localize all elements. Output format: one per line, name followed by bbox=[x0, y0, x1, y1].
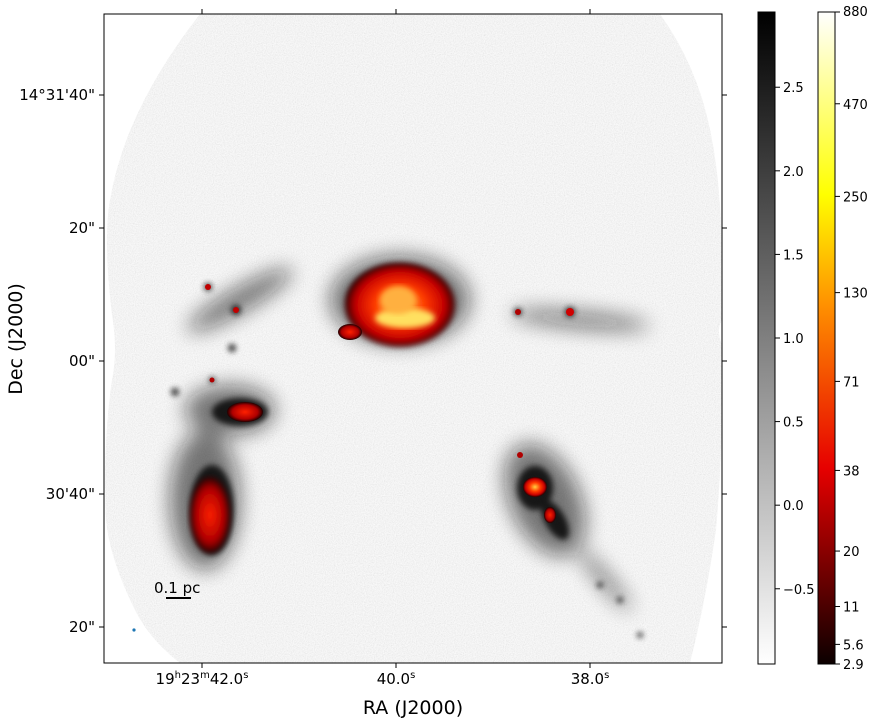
hot-colorbar-tick-label: 38 bbox=[843, 464, 860, 479]
gray-colorbar-tick-label: 2.0 bbox=[783, 165, 804, 180]
x-tick-label: 19h23m42.0s bbox=[156, 670, 249, 688]
y-tick-label: 30'40" bbox=[46, 485, 95, 503]
image-panel: 0.1 pc bbox=[103, 13, 723, 664]
scale-bar-label: 0.1 pc bbox=[154, 579, 200, 597]
gray-colorbar-tick-label: 0.0 bbox=[783, 499, 804, 514]
image-frame bbox=[103, 13, 723, 664]
y-tick-label: 00" bbox=[69, 352, 95, 370]
gray-colorbar-tick-label: −0.5 bbox=[783, 583, 815, 598]
x-tick-label: 38.0s bbox=[571, 670, 610, 688]
y-tick-label: 20" bbox=[69, 618, 95, 636]
colorbar-hot-ticks: 880 470 250 130 71 38 20 11 5.6 2.9 bbox=[835, 5, 868, 673]
hot-colorbar-tick-label: 71 bbox=[843, 375, 860, 390]
hot-colorbar-tick-label: 2.9 bbox=[843, 658, 864, 673]
colorbar-gray-ticks: 2.5 2.0 1.5 1.0 0.5 0.0 −0.5 bbox=[775, 81, 815, 598]
y-tick-label: 14°31'40" bbox=[19, 86, 95, 104]
y-tick-label: 20" bbox=[69, 219, 95, 237]
hot-colorbar-tick-label: 470 bbox=[843, 98, 868, 113]
y-axis: 14°31'40" 20" 00" 30'40" 20" bbox=[19, 86, 727, 636]
grayscale-continuum-map bbox=[105, 14, 722, 663]
hot-colorbar-tick-label: 130 bbox=[843, 287, 868, 302]
hot-colorbar-tick-label: 20 bbox=[843, 545, 860, 560]
x-axis-label: RA (J2000) bbox=[363, 697, 463, 719]
x-axis: 19h23m42.0s 40.0s 38.0s bbox=[156, 9, 610, 688]
hot-colorbar-tick-label: 880 bbox=[843, 5, 868, 20]
gray-colorbar-tick-label: 2.5 bbox=[783, 81, 804, 96]
gray-colorbar-tick-label: 1.0 bbox=[783, 332, 804, 347]
hot-colorbar-tick-label: 5.6 bbox=[843, 638, 864, 653]
hot-colorbar-tick-label: 11 bbox=[843, 600, 860, 615]
y-axis-label: Dec (J2000) bbox=[5, 283, 27, 395]
hot-emission-overlay bbox=[190, 263, 574, 553]
gray-colorbar-tick-label: 1.5 bbox=[783, 248, 804, 263]
beam-marker bbox=[132, 628, 136, 632]
gray-colorbar-tick-label: 0.5 bbox=[783, 416, 804, 431]
colorbar-hot: 880 470 250 130 71 38 20 11 5.6 2.9 bbox=[817, 5, 868, 673]
hot-colorbar-tick-label: 250 bbox=[843, 190, 868, 205]
x-tick-label: 40.0s bbox=[377, 670, 416, 688]
colorbar-gray: 2.5 2.0 1.5 1.0 0.5 0.0 −0.5 bbox=[757, 11, 815, 665]
